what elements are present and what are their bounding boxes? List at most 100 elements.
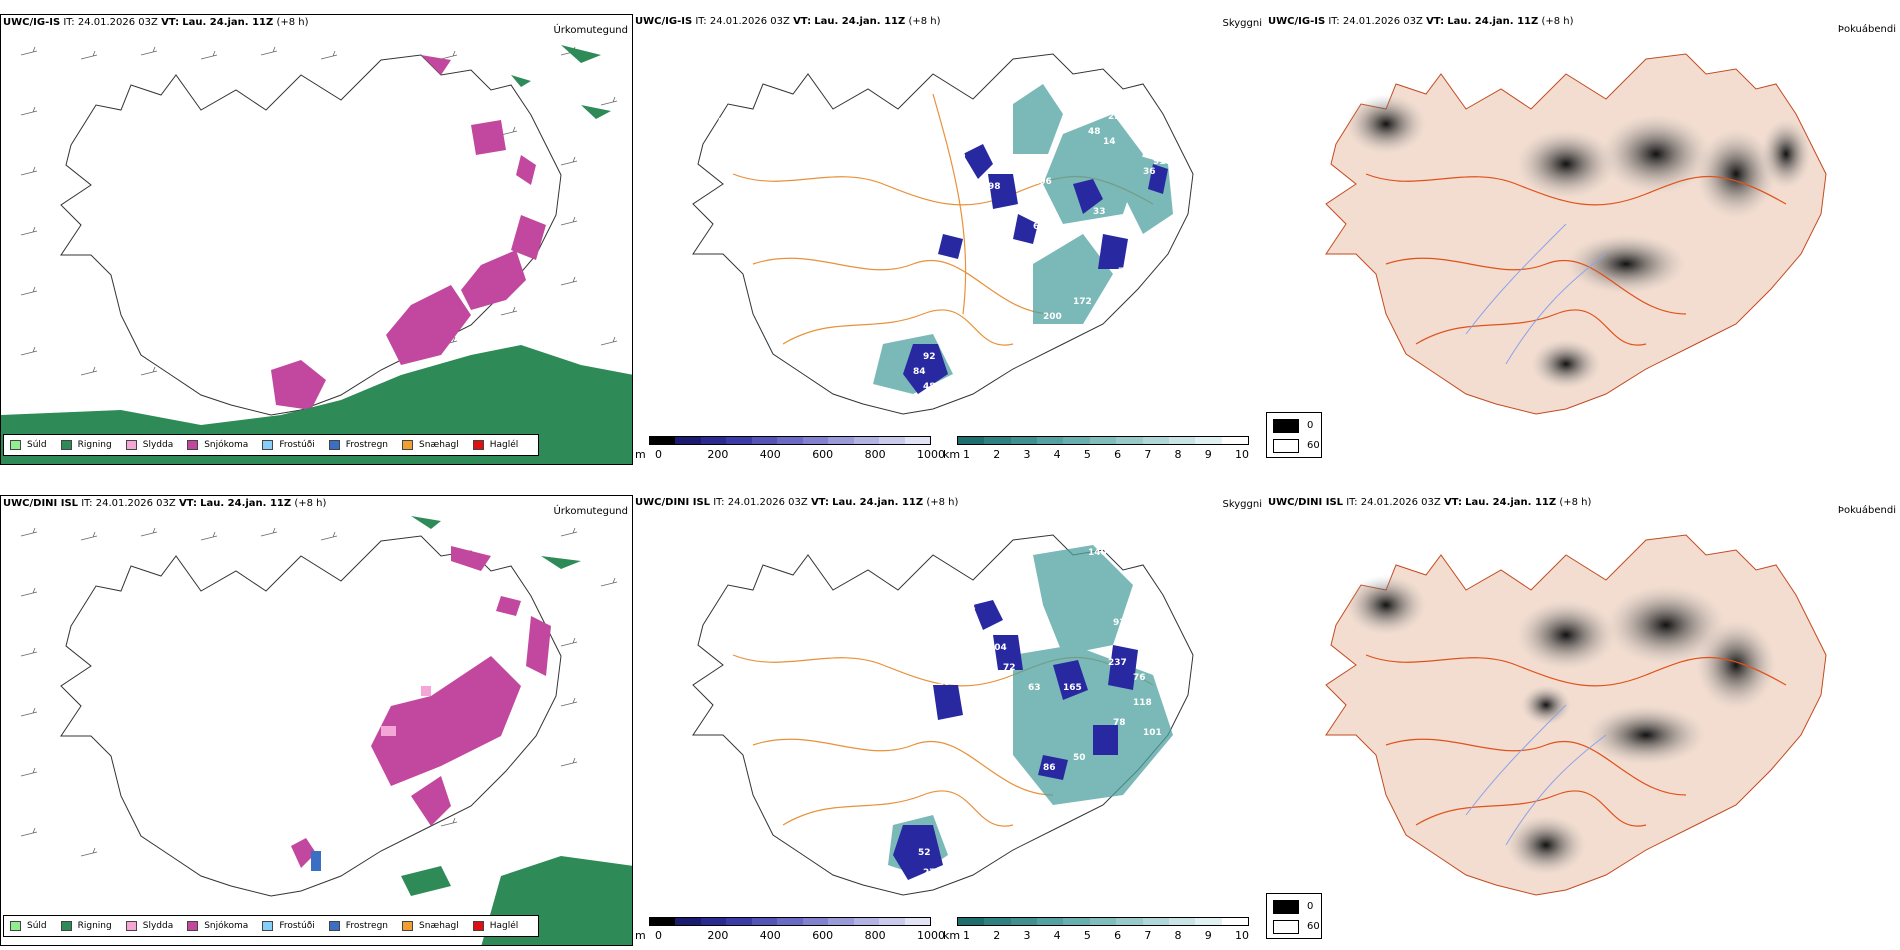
legend-item: Súld bbox=[10, 921, 47, 931]
colorbar-tick: 10 bbox=[1235, 929, 1249, 942]
legend-swatch bbox=[60, 440, 72, 450]
cloud-base-label: 237 bbox=[1108, 658, 1127, 668]
cloud-base-label: 52 bbox=[918, 848, 931, 858]
precip-map-row1 bbox=[1, 45, 632, 464]
legend-swatch bbox=[472, 921, 484, 931]
colorbar-tick: 0 bbox=[655, 448, 662, 461]
legend-swatch bbox=[328, 440, 340, 450]
colorbar-tick: 800 bbox=[864, 929, 886, 942]
fog-panel-row2: UWC/DINI ISL IT: 24.01.2026 03Z VT: Lau.… bbox=[1266, 495, 1900, 946]
panel-header: UWC/IG-IS IT: 24.01.2026 03Z VT: Lau. 24… bbox=[1268, 16, 1574, 27]
legend-label: Rigning bbox=[77, 921, 112, 931]
cloud-base-label: 87 bbox=[1003, 618, 1016, 628]
visibility-title: Skyggni bbox=[1222, 499, 1262, 510]
colorbar-tick: 200 bbox=[707, 448, 729, 461]
colorbar-tick: 800 bbox=[864, 448, 886, 461]
precip-legend: Súld Rigning Slydda Snjókoma Frostúði Frostre… bbox=[3, 915, 540, 937]
legend-swatch bbox=[187, 440, 199, 450]
legend-label: Slydda bbox=[142, 440, 174, 450]
colorbar-unit: km bbox=[943, 448, 961, 461]
legend-label: Frostregn bbox=[345, 440, 389, 450]
cloud-base-label: 84 bbox=[913, 367, 926, 377]
visibility-colorbar: km 1 2 3 4 5 6 7 8 9 10 bbox=[943, 436, 1253, 462]
legend-label: Súld bbox=[27, 440, 47, 450]
cloud-base-label: 63 bbox=[1028, 683, 1041, 693]
visibility-map-row1: 89 25690984814913610633936479137210402001… bbox=[692, 53, 1194, 415]
colorbar-gradient bbox=[649, 917, 931, 926]
legend-swatch bbox=[402, 921, 414, 931]
cloud-base-label: 256 bbox=[1108, 112, 1127, 122]
colorbar-tick: 6 bbox=[1114, 929, 1122, 942]
fog-map-row1 bbox=[1325, 53, 1827, 415]
panel-header: UWC/DINI ISL IT: 24.01.2026 03Z VT: Lau.… bbox=[635, 497, 959, 508]
legend-item: Snjókoma bbox=[187, 440, 248, 450]
legend-item: Haglél bbox=[472, 921, 518, 931]
colorbar-tick: 2 bbox=[993, 448, 1001, 461]
legend-label: Rigning bbox=[77, 440, 112, 450]
legend-swatch bbox=[262, 440, 274, 450]
legend-label: Snjókoma bbox=[204, 921, 249, 931]
cloudbase-colorbar: m 0 200 400 600 800 1000 bbox=[635, 436, 945, 462]
legend-item: Slydda bbox=[125, 921, 173, 931]
cloud-base-label: 200 bbox=[1043, 312, 1062, 322]
precip-title: Úrkomutegund bbox=[553, 506, 628, 517]
precip-title: Úrkomutegund bbox=[553, 25, 628, 36]
cloud-base-label: 92 bbox=[923, 352, 936, 362]
cloud-base-label: 24 bbox=[718, 618, 731, 628]
legend-item: Frostúði bbox=[262, 440, 315, 450]
cloud-base-label: 172 bbox=[1073, 297, 1092, 307]
colorbar-gradient bbox=[957, 436, 1249, 445]
colorbar-tick: 7 bbox=[1144, 929, 1152, 942]
cloud-base-label: 14 bbox=[1103, 137, 1116, 147]
legend-swatch bbox=[60, 921, 72, 931]
fog-key-label: 60 bbox=[1307, 921, 1320, 932]
legend-label: Frostúði bbox=[279, 440, 315, 450]
legend-item: Snæhagl bbox=[402, 440, 459, 450]
precip-panel-row1: UWC/IG-IS IT: 24.01.2026 03Z VT: Lau. 24… bbox=[0, 14, 633, 465]
cloud-base-label: 33 bbox=[1093, 207, 1106, 217]
colorbar-tick: 2 bbox=[993, 929, 1001, 942]
colorbar-tick: 1000 bbox=[917, 929, 945, 942]
cloud-base-label: 80 bbox=[1133, 583, 1146, 593]
visibility-panel-row2: 24 140 74 87 80 93 103 104 270 237 72 63 165 76 78 59 66… bbox=[633, 495, 1266, 946]
cloud-base-labels: 89 25690984814913610633936479137210402001… bbox=[718, 112, 1166, 392]
iceland-outline bbox=[60, 54, 562, 416]
fog-panel-row1: UWC/IG-IS IT: 24.01.2026 03Z VT: Lau. 24… bbox=[1266, 14, 1900, 465]
legend-label: Frostúði bbox=[279, 921, 315, 931]
panel-header: UWC/DINI ISL IT: 24.01.2026 03Z VT: Lau.… bbox=[1268, 497, 1592, 508]
cloud-base-label: 93 bbox=[1113, 618, 1126, 628]
legend-item: Slydda bbox=[125, 440, 174, 450]
colorbar-tick: 6 bbox=[1114, 448, 1122, 461]
rain-areas bbox=[1, 45, 632, 464]
colorbar-tick: 1000 bbox=[917, 448, 945, 461]
colorbar-tick: 10 bbox=[1235, 448, 1249, 461]
panel-header: UWC/IG-IS IT: 24.01.2026 03Z VT: Lau. 24… bbox=[3, 17, 309, 28]
cloud-base-label: 76 bbox=[1133, 673, 1146, 683]
precip-panel-row2: UWC/DINI ISL IT: 24.01.2026 03Z VT: Lau.… bbox=[0, 495, 633, 946]
cloud-base-label: 72 bbox=[1003, 663, 1016, 673]
fog-key-label: 0 bbox=[1307, 901, 1314, 912]
cloud-base-label: 140 bbox=[1088, 548, 1107, 558]
cloud-base-label: 90 bbox=[953, 152, 966, 162]
legend-label: Frostregn bbox=[345, 921, 389, 931]
snow-areas bbox=[271, 55, 546, 410]
legend-item: Frostregn bbox=[328, 921, 389, 931]
legend-swatch bbox=[10, 921, 21, 931]
colorbar-tick: 0 bbox=[655, 929, 662, 942]
fog-title: Þokuábendi bbox=[1837, 505, 1896, 516]
legend-label: Snjókoma bbox=[204, 440, 249, 450]
fog-title: Þokuábendi bbox=[1837, 24, 1896, 35]
colorbar-tick: 1 bbox=[963, 929, 970, 942]
panel-header: UWC/DINI ISL IT: 24.01.2026 03Z VT: Lau.… bbox=[3, 498, 327, 509]
colorbar-gradient bbox=[957, 917, 1249, 926]
legend-swatch bbox=[125, 440, 137, 450]
cloud-base-label: 101 bbox=[1143, 728, 1162, 738]
fog-key-row1: 0 60 bbox=[1266, 412, 1322, 458]
legend-item: Snæhagl bbox=[402, 921, 459, 931]
colorbar-tick: 1 bbox=[963, 448, 970, 461]
colorbar-tick: 200 bbox=[707, 929, 729, 942]
cloud-base-label: 27 bbox=[923, 868, 936, 878]
cloud-base-label: 78 bbox=[1113, 718, 1126, 728]
visibility-colorbar: km 1 2 3 4 5 6 7 8 9 10 bbox=[943, 917, 1253, 943]
fog-key-swatch bbox=[1273, 439, 1299, 453]
